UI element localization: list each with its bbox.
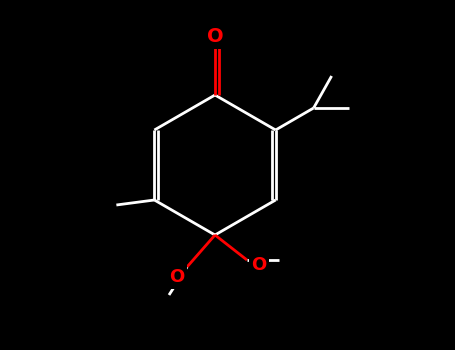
Text: O: O [169, 268, 185, 286]
Text: O: O [251, 256, 267, 274]
Text: O: O [207, 28, 223, 47]
